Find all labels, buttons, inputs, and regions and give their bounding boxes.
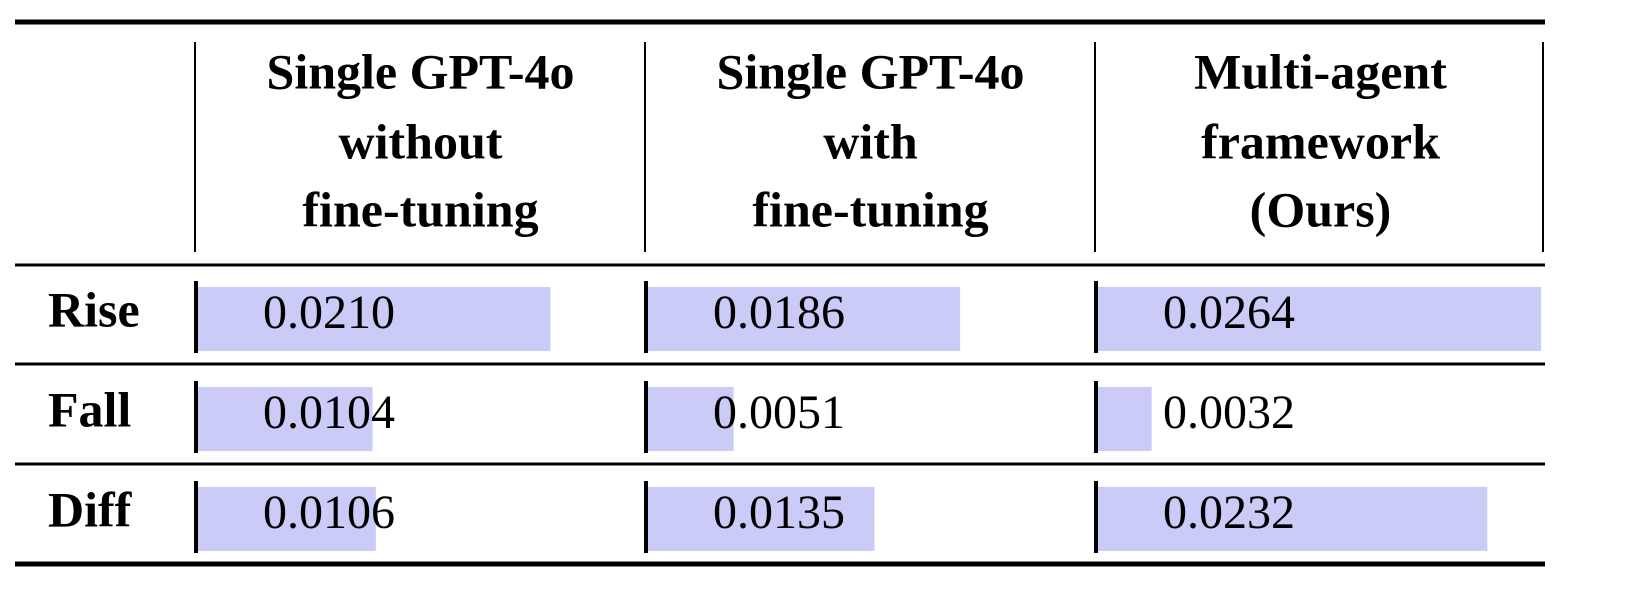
data-bar: [198, 287, 551, 351]
cell-value: 0.0232: [1163, 486, 1295, 539]
data-bar: [648, 287, 961, 351]
cell-value: 0.0106: [263, 486, 395, 539]
header-text: Single GPT-4o: [717, 43, 1025, 99]
data-bar: [198, 487, 376, 551]
row-label: Rise: [48, 281, 140, 337]
row-label: Fall: [48, 381, 131, 437]
row-label: Diff: [48, 481, 133, 537]
header-text: fine-tuning: [302, 181, 538, 237]
header-text: without: [339, 113, 503, 169]
cell-value: 0.0032: [1163, 386, 1295, 439]
header-dividers: [194, 42, 1544, 252]
cell-value: 0.0135: [713, 486, 845, 539]
cell-value: 0.0051: [713, 386, 845, 439]
data-bar: [648, 387, 734, 451]
data-bar: [1098, 387, 1152, 451]
header-text: Multi-agent: [1194, 43, 1447, 99]
data-bar: [198, 387, 373, 451]
header-text: Single GPT-4o: [267, 43, 575, 99]
data-bar: [1098, 487, 1488, 551]
cell-value: 0.0264: [1163, 286, 1295, 339]
cell-value: 0.0210: [263, 286, 395, 339]
header-text: framework: [1201, 113, 1440, 169]
data-bar: [648, 487, 875, 551]
data-bar: [1098, 287, 1541, 351]
header-text: (Ours): [1250, 181, 1392, 237]
cell-value: 0.0186: [713, 286, 845, 339]
header-text: fine-tuning: [752, 181, 988, 237]
header-text: with: [823, 113, 918, 169]
cell-value: 0.0104: [263, 386, 395, 439]
